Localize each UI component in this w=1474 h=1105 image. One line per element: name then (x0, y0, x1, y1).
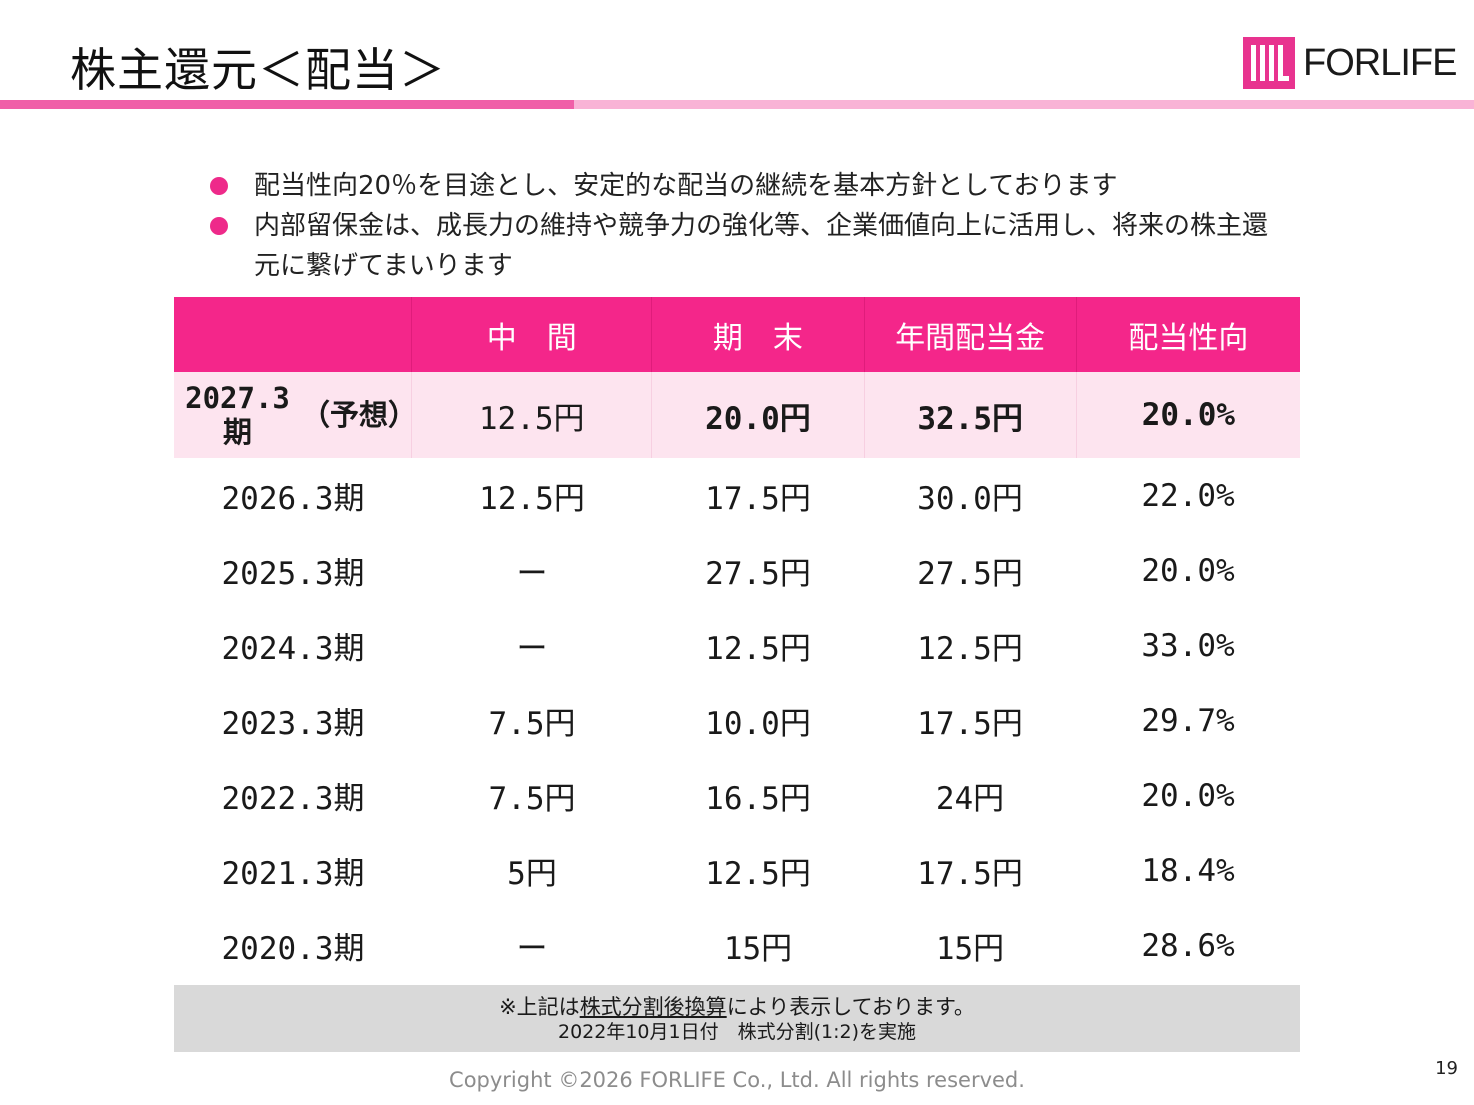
period-cell: 2026.3期 (221, 481, 365, 517)
year-end-cell: 20.0円 (651, 372, 863, 458)
table-row: 2022.3期 7.5円 16.5円 24円 20.0% (174, 758, 1300, 833)
page-title: 株主還元＜配当＞ (70, 43, 446, 97)
copyright-text: Copyright ©2026 FORLIFE Co., Ltd. All ri… (449, 1068, 1025, 1092)
annual-cell: 32.5円 (863, 372, 1076, 458)
forecast-label: （予想） (301, 398, 418, 432)
bullet-text: 配当性向20％を目途とし、安定的な配当の継続を基本方針としております (254, 171, 1118, 201)
interim-cell: 7.5円 (488, 781, 576, 817)
payout-cell: 33.0% (1141, 627, 1235, 664)
table-row: 2023.3期 7.5円 10.0円 17.5円 29.7% (174, 683, 1300, 758)
note-line-2: 2022年10月1日付 株式分割(1:2)を実施 (557, 1021, 917, 1043)
interim-cell: 12.5円 (411, 372, 651, 458)
annual-cell: 12.5円 (917, 631, 1023, 667)
bullet-dot-icon (210, 177, 228, 195)
payout-cell: 28.6% (1141, 927, 1235, 964)
interim-cell: ー (516, 556, 548, 592)
period-cell: 2020.3期 (221, 931, 365, 967)
year-end-cell: 17.5円 (705, 481, 811, 517)
header-divider-light (574, 100, 1474, 109)
payout-cell: 29.7% (1141, 702, 1235, 739)
period-cell: 2025.3期 (221, 556, 365, 592)
table-row: 2024.3期 ー 12.5円 12.5円 33.0% (174, 608, 1300, 683)
year-end-cell: 27.5円 (705, 556, 811, 592)
forlife-logo-mark-icon (1243, 37, 1295, 89)
period-cell: 2027.3期 （予想） (174, 372, 418, 458)
note-line-1: ※上記は株式分割後換算により表示しております。 (174, 994, 1300, 1020)
year-end-cell: 10.0円 (705, 706, 811, 742)
note-prefix: ※上記は (499, 995, 580, 1019)
interim-cell: ー (516, 631, 548, 667)
policy-bullets: 配当性向20％を目途とし、安定的な配当の継続を基本方針としております 内部留保金… (208, 166, 1288, 286)
header-cell-payout: 配当性向 (1075, 297, 1300, 372)
bullet-item: 内部留保金は、成長力の維持や競争力の強化等、企業価値向上に活用し、将来の株主還元… (208, 206, 1288, 286)
header-cell-interim: 中 間 (411, 297, 651, 372)
payout-cell: 22.0% (1141, 477, 1235, 514)
payout-cell: 20.0% (1075, 372, 1300, 458)
page-number: 19 (1435, 1058, 1458, 1079)
year-end-cell: 12.5円 (705, 856, 811, 892)
payout-cell: 18.4% (1141, 852, 1235, 889)
bullet-dot-icon (210, 217, 228, 235)
company-logo: FORLIFE (1243, 37, 1457, 89)
annual-cell: 24円 (935, 781, 1005, 817)
period-label: 2027.3期 (185, 381, 290, 449)
note-suffix: により表示しております。 (726, 995, 975, 1019)
logo-text: FORLIFE (1303, 41, 1457, 84)
stock-split-note: ※上記は株式分割後換算により表示しております。 2022年10月1日付 株式分割… (174, 985, 1300, 1052)
header-cell-year-end: 期 末 (651, 297, 863, 372)
table-row: 2025.3期 ー 27.5円 27.5円 20.0% (174, 533, 1300, 608)
header-cell-annual: 年間配当金 (863, 297, 1076, 372)
interim-cell: 5円 (507, 856, 557, 892)
interim-cell: 7.5円 (488, 706, 576, 742)
table-row: 2026.3期 12.5円 17.5円 30.0円 22.0% (174, 458, 1300, 533)
annual-cell: 30.0円 (917, 481, 1023, 517)
annual-cell: 17.5円 (917, 856, 1023, 892)
payout-cell: 20.0% (1141, 552, 1235, 589)
period-cell: 2022.3期 (221, 781, 365, 817)
bullet-item: 配当性向20％を目途とし、安定的な配当の継続を基本方針としております (208, 166, 1288, 206)
year-end-cell: 15円 (723, 931, 793, 967)
payout-cell: 20.0% (1141, 777, 1235, 814)
period-cell: 2023.3期 (221, 706, 365, 742)
table-header-row: 中 間 期 末 年間配当金 配当性向 (174, 297, 1300, 372)
table-row-forecast: 2027.3期 （予想） 12.5円 20.0円 32.5円 20.0% (174, 372, 1300, 458)
annual-cell: 17.5円 (917, 706, 1023, 742)
annual-cell: 27.5円 (917, 556, 1023, 592)
header-divider-dark (0, 100, 574, 109)
table-row: 2021.3期 5円 12.5円 17.5円 18.4% (174, 833, 1300, 908)
annual-cell: 15円 (935, 931, 1005, 967)
interim-cell: ー (516, 931, 548, 967)
period-cell: 2024.3期 (221, 631, 365, 667)
note-underlined: 株式分割後換算 (579, 995, 727, 1019)
year-end-cell: 12.5円 (705, 631, 811, 667)
bullet-text: 内部留保金は、成長力の維持や競争力の強化等、企業価値向上に活用し、将来の株主還元… (254, 211, 1269, 281)
dividend-table: 中 間 期 末 年間配当金 配当性向 2027.3期 （予想） 12.5円 20… (174, 297, 1300, 983)
period-cell: 2021.3期 (221, 856, 365, 892)
interim-cell: 12.5円 (479, 481, 585, 517)
year-end-cell: 16.5円 (705, 781, 811, 817)
header-cell-period (174, 297, 411, 372)
table-row: 2020.3期 ー 15円 15円 28.6% (174, 908, 1300, 983)
